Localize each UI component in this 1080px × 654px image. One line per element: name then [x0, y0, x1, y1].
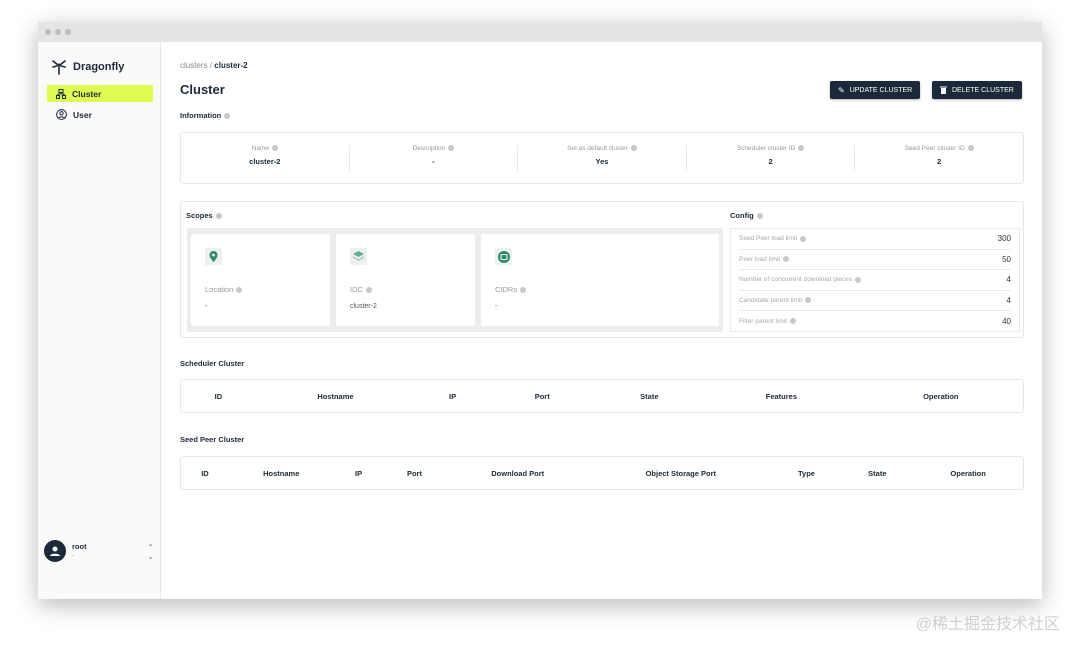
- column-header: Hostname: [317, 391, 354, 401]
- help-icon[interactable]: [630, 145, 637, 152]
- scopes-title: Scopes: [186, 211, 222, 220]
- column-header: Operation: [923, 391, 959, 401]
- table-header: ID Hostname IP Port State Features Opera…: [181, 380, 1023, 412]
- column-header: Type: [798, 468, 815, 478]
- help-icon[interactable]: [800, 235, 807, 242]
- config-row: Candidate parent limit 4: [739, 291, 1011, 312]
- user-menu[interactable]: root - ⌃ ⌄: [44, 540, 154, 562]
- sidebar-item-user[interactable]: User: [47, 106, 153, 123]
- column-header: Port: [534, 391, 550, 401]
- dragonfly-icon: [52, 60, 66, 75]
- config-table: Seed Peer load limit 300 Peer load limit 5…: [730, 228, 1020, 332]
- column-header: Hostname: [263, 468, 300, 478]
- info-default-cluster: Set as default cluster Yes: [518, 145, 687, 171]
- config-row: Filter parent limit 40: [739, 317, 1011, 327]
- help-icon[interactable]: [805, 297, 812, 304]
- sidebar-item-cluster[interactable]: Cluster: [47, 85, 153, 102]
- update-cluster-button[interactable]: ✎ UPDATE CLUSTER: [830, 81, 921, 99]
- column-header: Operation: [950, 468, 986, 478]
- help-icon[interactable]: [448, 145, 455, 152]
- scope-cidrs: CIDRs -: [481, 234, 719, 326]
- brand-name: Dragonfly: [73, 61, 125, 73]
- location-pin-icon: [205, 248, 222, 265]
- breadcrumb: clusters / cluster-2: [180, 61, 248, 70]
- edit-icon: ✎: [838, 85, 845, 95]
- sidebar: Dragonfly Cluster User root - ⌃ ⌄: [38, 42, 161, 599]
- scope-location: Location -: [191, 234, 330, 326]
- avatar: [44, 540, 66, 562]
- column-header: IP: [448, 391, 457, 401]
- table-header: ID Hostname IP Port Download Port Object…: [181, 457, 1023, 489]
- ip-icon: [495, 248, 512, 265]
- config-row: Seed Peer load limit 300: [739, 229, 1011, 250]
- scope-value: cluster-2: [350, 303, 377, 310]
- information-title: Information: [180, 111, 231, 120]
- scope-value: -: [495, 303, 498, 310]
- help-icon[interactable]: [365, 287, 372, 294]
- help-icon[interactable]: [855, 276, 862, 283]
- delete-cluster-button[interactable]: DELETE CLUSTER: [932, 81, 1022, 99]
- layers-icon: [350, 248, 367, 265]
- scope-value: -: [205, 303, 208, 310]
- breadcrumb-separator: /: [209, 61, 213, 70]
- breadcrumb-current: cluster-2: [214, 61, 248, 70]
- column-header: ID: [214, 391, 223, 401]
- user-sub: -: [72, 553, 74, 559]
- seed-peer-cluster-title: Seed Peer Cluster: [180, 435, 245, 444]
- delete-cluster-label: DELETE CLUSTER: [952, 86, 1014, 94]
- person-icon: [50, 546, 60, 556]
- config-title: Config: [730, 211, 763, 220]
- column-header: Download Port: [491, 468, 545, 478]
- help-icon[interactable]: [271, 145, 278, 152]
- help-icon[interactable]: [790, 318, 797, 325]
- column-header: State: [868, 468, 887, 478]
- help-icon[interactable]: [224, 113, 231, 120]
- column-header: Port: [406, 468, 422, 478]
- app-window: Dragonfly Cluster User root - ⌃ ⌄ cluster…: [38, 22, 1042, 599]
- trash-icon: [940, 86, 947, 94]
- column-header: Object Storage Port: [645, 468, 717, 478]
- sidebar-item-label: Cluster: [72, 88, 102, 99]
- sidebar-item-label: User: [73, 109, 92, 120]
- chevron-up-down-icon: ⌃ ⌄: [147, 543, 154, 561]
- column-header: IP: [355, 468, 363, 478]
- information-card: Name cluster-2 Description - Set as defaul…: [180, 132, 1024, 184]
- scopes-config-card: Scopes Location - IDC cluster-2 CIDRs -: [180, 201, 1024, 338]
- brand-logo[interactable]: Dragonfly: [51, 59, 124, 75]
- info-description: Description -: [350, 145, 519, 171]
- user-name: root: [72, 542, 87, 551]
- watermark: @稀土掘金技术社区: [915, 616, 1060, 633]
- scheduler-cluster-title: Scheduler Cluster: [180, 359, 245, 368]
- minimize-window-button[interactable]: [55, 29, 61, 35]
- info-scheduler-cluster-id: Scheduler cluster ID 2: [687, 145, 856, 171]
- help-icon[interactable]: [967, 145, 974, 152]
- seed-peer-cluster-table: ID Hostname IP Port Download Port Object…: [180, 456, 1024, 490]
- info-seed-peer-cluster-id: Seed Peer cluster ID 2: [855, 145, 1023, 171]
- help-icon[interactable]: [756, 213, 763, 220]
- help-icon[interactable]: [783, 256, 790, 263]
- info-name: Name cluster-2: [181, 145, 350, 171]
- scheduler-cluster-table: ID Hostname IP Port State Features Opera…: [180, 379, 1024, 413]
- help-icon[interactable]: [236, 287, 243, 294]
- maximize-window-button[interactable]: [65, 29, 71, 35]
- page-title: Cluster: [180, 82, 225, 97]
- scopes-panel: Location - IDC cluster-2 CIDRs -: [187, 228, 723, 332]
- user-circle-icon: [56, 109, 67, 120]
- update-cluster-label: UPDATE CLUSTER: [849, 86, 913, 94]
- breadcrumb-clusters[interactable]: clusters: [180, 61, 208, 70]
- scope-idc: IDC cluster-2: [336, 234, 475, 326]
- close-window-button[interactable]: [45, 29, 51, 35]
- column-header: ID: [201, 468, 209, 478]
- config-row: Number of concurrent download pieces 4: [739, 270, 1011, 291]
- column-header: Features: [765, 391, 797, 401]
- column-header: State: [640, 391, 659, 401]
- title-bar: [38, 22, 1042, 42]
- help-icon[interactable]: [520, 287, 527, 294]
- config-row: Peer load limit 50: [739, 250, 1011, 271]
- help-icon[interactable]: [798, 145, 805, 152]
- help-icon[interactable]: [215, 213, 222, 220]
- sitemap-icon: [56, 88, 66, 99]
